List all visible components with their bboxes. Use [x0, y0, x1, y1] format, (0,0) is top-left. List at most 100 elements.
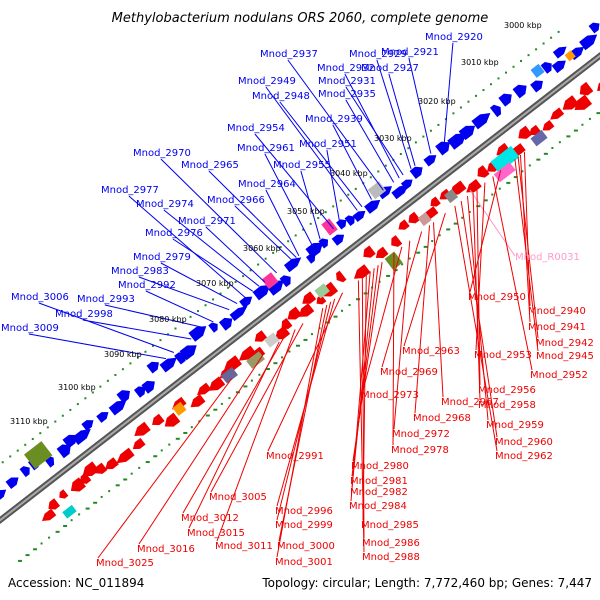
gene-label-minus: Mnod_2986	[362, 538, 420, 549]
label-leader-line	[460, 200, 498, 438]
tick-dot	[309, 222, 312, 225]
feature-block	[444, 189, 459, 204]
plus-strand-gene	[208, 322, 218, 333]
minus-strand-gene	[430, 196, 441, 207]
plus-strand-gene	[19, 466, 30, 478]
tick-dot	[333, 315, 338, 318]
plus-strand-gene	[512, 84, 527, 99]
tick-dot	[287, 240, 290, 243]
tick-dot	[153, 455, 158, 458]
label-leader-line	[388, 73, 416, 166]
plus-strand-gene	[447, 133, 467, 150]
plus-strand-gene	[81, 420, 94, 431]
plus-strand-gene	[352, 210, 366, 223]
tick-dot	[219, 292, 222, 295]
tick-dot	[339, 199, 342, 202]
plus-strand-gene	[318, 238, 329, 249]
gene-label-plus: Mnod_2966	[207, 195, 265, 206]
tick-dot	[24, 443, 27, 446]
minus-strand-gene	[82, 461, 100, 477]
feature-block	[530, 63, 545, 78]
tick-dot	[48, 536, 51, 539]
tick-dot	[414, 141, 417, 144]
minus-strand-gene	[316, 294, 327, 305]
label-leader-line	[160, 262, 238, 304]
gene-label-minus: Mnod_2956	[478, 385, 536, 396]
gene-label-minus: Mnod_2969	[380, 367, 438, 378]
gene-label-minus: Mnod_3005	[209, 492, 267, 503]
tick-dot	[136, 356, 139, 359]
minus-strand-gene	[208, 376, 226, 391]
label-leader-line	[517, 156, 539, 339]
tick-dot	[189, 315, 192, 318]
gene-labels: Mnod_2920 Mnod_2921 Mnod_2927 Mnod_2929 Mnod…	[1, 32, 594, 569]
label-leader-line	[104, 304, 206, 329]
tick-dot	[78, 513, 81, 516]
minus-strand-gene	[152, 413, 165, 426]
label-leader-line	[287, 59, 384, 191]
plus-strand-gene	[498, 93, 512, 107]
tick-dot	[33, 548, 38, 551]
label-leader-line	[361, 277, 365, 539]
tick-dot	[416, 251, 421, 254]
tick-dot	[356, 298, 361, 301]
label-leader-line	[523, 151, 531, 307]
minus-strand-gene	[70, 477, 86, 492]
gene-label-minus: Mnod_2940	[528, 306, 586, 317]
gene-label-minus: Mnod_2972	[392, 429, 450, 440]
tick-dot	[174, 327, 177, 330]
tick-dot	[407, 147, 410, 150]
tick-dot	[423, 245, 428, 248]
gene-label-plus: Mnod_2929	[349, 49, 407, 60]
tick-dot	[408, 257, 411, 260]
tick-dot	[550, 36, 553, 39]
gene-label-minus: Mnod_3011	[215, 541, 273, 552]
minus-strand-gene	[223, 355, 243, 372]
kbp-label: 3080 kbp	[149, 315, 187, 324]
gene-label-minus: Mnod_2941	[528, 322, 586, 333]
plus-strand-gene	[56, 444, 71, 459]
minus-strand-gene	[363, 245, 376, 258]
kbp-label: 3040 kbp	[330, 169, 368, 178]
label-leader-line	[82, 319, 192, 340]
gene-label-minus: Mnod_2958	[478, 400, 536, 411]
minus-strand-gene	[116, 447, 135, 464]
plus-strand-gene	[409, 166, 423, 180]
feature-block	[417, 212, 432, 227]
minus-strand-gene	[477, 165, 490, 178]
tick-dot	[69, 408, 72, 411]
tick-dot	[242, 275, 245, 278]
minus-strand-gene	[353, 264, 371, 279]
tick-dot	[520, 59, 523, 62]
gene-label-minus: Mnod_2952	[530, 370, 588, 381]
tick-dot	[551, 147, 554, 150]
kbp-label: 3050 kbp	[287, 207, 325, 216]
plus-strand-gene	[400, 179, 413, 190]
kbp-label: 3020 kbp	[418, 97, 456, 106]
label-leader-line	[38, 302, 175, 353]
plus-strand-gene	[0, 489, 7, 502]
minus-strand-gene	[298, 303, 315, 317]
tick-dot	[483, 199, 488, 202]
gene-label-plus: Mnod_2937	[260, 49, 318, 60]
label-leader-line	[160, 158, 278, 274]
plus-strand-gene	[331, 234, 345, 246]
tick-dot	[476, 205, 481, 208]
tick-dot	[273, 362, 278, 365]
plus-strand-gene	[218, 317, 233, 331]
tick-dot	[39, 432, 42, 435]
gene-label-plus: Mnod_2974	[136, 199, 194, 210]
tick-dot	[303, 338, 308, 341]
tick-dot	[108, 490, 111, 493]
label-leader-line	[492, 176, 533, 371]
feature-block	[62, 504, 77, 519]
tick-dot	[347, 193, 350, 196]
tick-dot	[234, 280, 237, 283]
gene-label-plus: Mnod_2977	[101, 185, 159, 196]
tick-dot	[18, 559, 23, 562]
minus-strand-gene	[529, 124, 541, 135]
kbp-label: 3090 kbp	[104, 350, 142, 359]
gene-label-plus: Mnod_2955	[273, 160, 331, 171]
tick-dot	[497, 77, 500, 80]
gene-label-minus: Mnod_2960	[495, 437, 553, 448]
